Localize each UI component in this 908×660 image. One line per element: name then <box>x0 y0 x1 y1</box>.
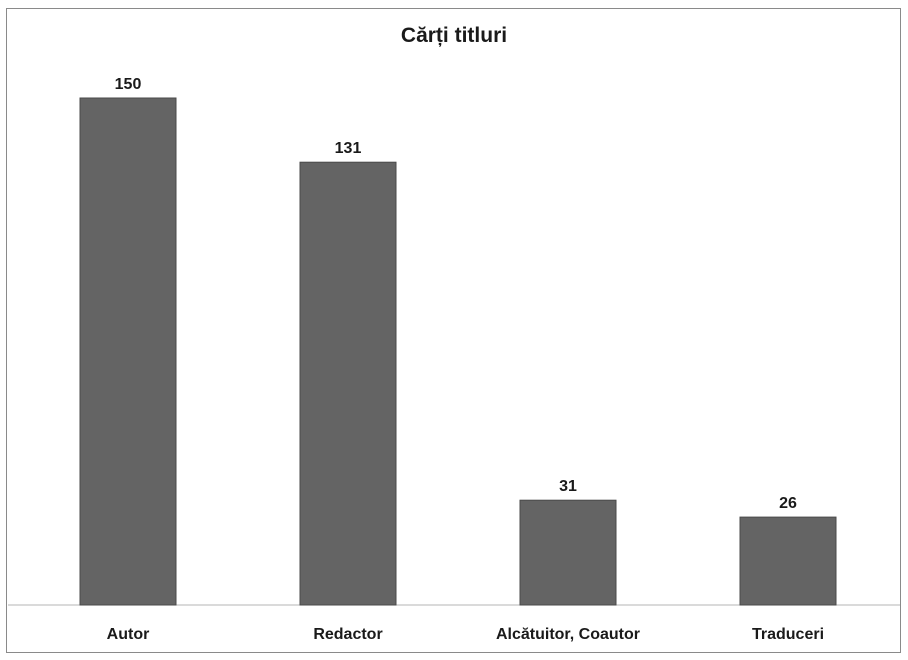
bar-value-label-1: 131 <box>335 140 362 157</box>
category-label-2: Alcătuitor, Coautor <box>496 626 640 643</box>
category-label-0: Autor <box>107 626 150 643</box>
bar-0 <box>79 97 177 606</box>
bars-group: 150 Autor 131 Redactor 31 Alcătuitor, Coautor… <box>79 76 837 643</box>
bar-1 <box>299 161 397 606</box>
chart-title: Cărți titluri <box>400 24 508 47</box>
bar-2 <box>519 499 617 606</box>
bar-value-label-3: 26 <box>779 495 797 512</box>
bar-value-label-2: 31 <box>559 478 577 495</box>
bar-value-label-0: 150 <box>115 76 142 93</box>
category-label-1: Redactor <box>313 626 382 643</box>
category-label-3: Traduceri <box>752 626 824 643</box>
bar-3 <box>739 516 837 606</box>
